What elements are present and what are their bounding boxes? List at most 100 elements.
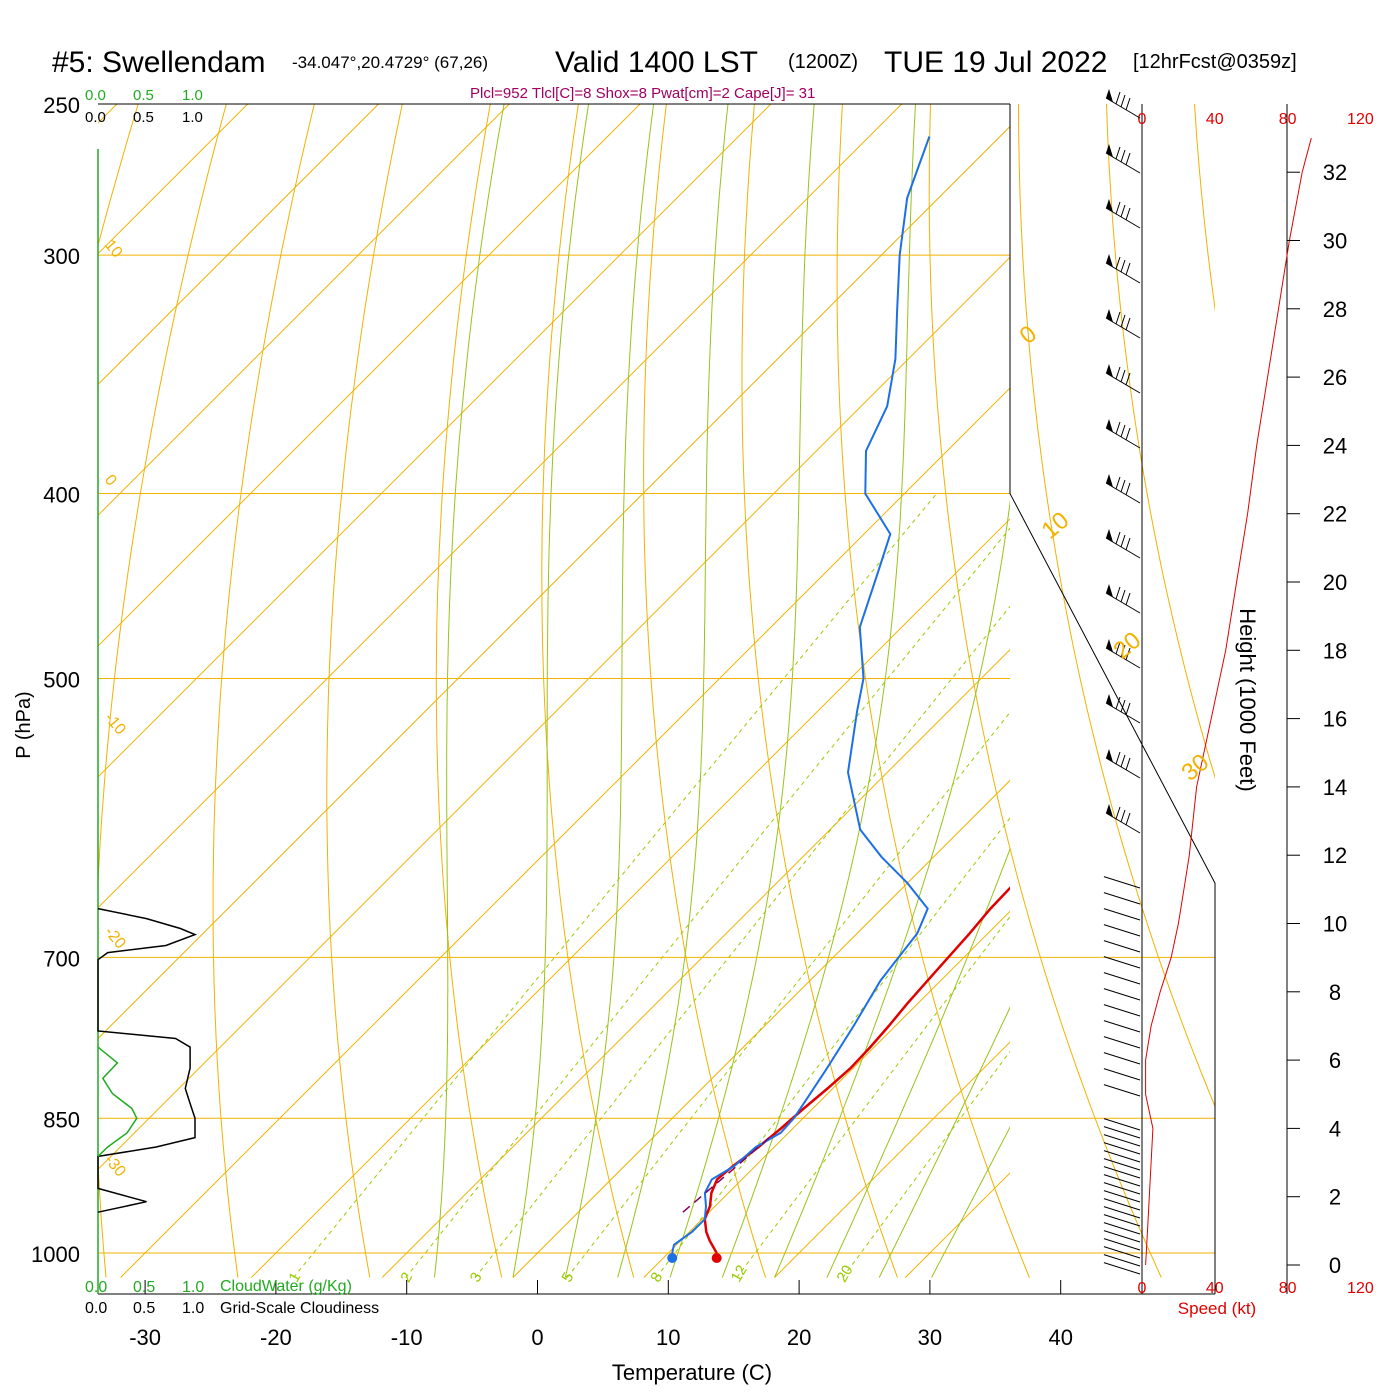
- height-tick-label: 8: [1329, 980, 1341, 1005]
- bottom-legend-green-tick: 1.0: [182, 1279, 204, 1296]
- moist-adiabat-line: [669, 104, 815, 1278]
- height-tick-label: 28: [1323, 297, 1347, 322]
- bottom-legend-black-tick: 0.0: [85, 1300, 107, 1317]
- bottom-legend-green-tick: 0.0: [85, 1279, 107, 1296]
- wind-barb: [1103, 1068, 1141, 1081]
- mixing-ratio-label: 12: [728, 1262, 751, 1285]
- wind-barb: [1103, 1118, 1141, 1131]
- wind-barb: [1103, 1150, 1141, 1163]
- wind-barb: [1105, 144, 1141, 174]
- utc-time: (1200Z): [788, 51, 858, 73]
- bottom-legend-black-tick: 1.0: [182, 1300, 204, 1317]
- height-tick-label: 0: [1329, 1253, 1341, 1278]
- moist-adiabat-line: [434, 104, 505, 1278]
- speed-tick-top: 120: [1347, 111, 1374, 128]
- top-scale-black-label: 1.0: [182, 109, 203, 126]
- wind-barb: [1103, 1126, 1141, 1139]
- mixing-ratio-label: 5: [559, 1270, 578, 1286]
- height-tick-label: 10: [1323, 912, 1347, 937]
- wind-barb: [1105, 474, 1141, 504]
- cloud-water-line: [97, 1046, 138, 1157]
- wind-barb: [1105, 89, 1141, 119]
- dry-adiabat-label: 0: [1015, 320, 1043, 349]
- wind-barb: [1105, 309, 1141, 339]
- wind-barb: [1103, 1166, 1141, 1179]
- dry-adiabat-line: [836, 104, 1030, 1278]
- station-coords: -34.047°,20.4729° (67,26): [292, 53, 488, 72]
- surface-dewpoint-dot: [667, 1253, 678, 1263]
- isotherm-line: [905, 1172, 1010, 1278]
- height-tick-label: 32: [1323, 160, 1347, 185]
- wind-barb: [1103, 1254, 1141, 1267]
- dry-adiabat-label: 20: [1109, 627, 1147, 665]
- x-axis-title: Temperature (C): [612, 1360, 772, 1385]
- wind-barb: [1103, 1238, 1141, 1251]
- height-tick-label: 6: [1329, 1048, 1341, 1073]
- temperature-tick-label: -10: [391, 1325, 423, 1350]
- mixing-ratio-line: [655, 817, 1010, 1278]
- temperature-tick-label: 40: [1048, 1325, 1072, 1350]
- wind-barb: [1105, 364, 1141, 394]
- pressure-tick-label: 1000: [31, 1242, 80, 1267]
- dry-adiabat-line: [435, 104, 503, 1278]
- isotherm-line: [98, 256, 1010, 1171]
- mixing-ratio-lines: 1 2 3 5 8 12 20: [285, 493, 1010, 1286]
- top-scale-black-label: 0.5: [133, 109, 154, 126]
- speed-tick-bottom: 0: [1138, 1280, 1147, 1297]
- wind-barb: [1103, 1084, 1141, 1097]
- wind-barb: [1103, 1158, 1141, 1171]
- wind-barb: [1103, 1198, 1141, 1211]
- height-tick-label: 18: [1323, 638, 1347, 663]
- wind-barb: [1105, 584, 1141, 614]
- height-tick-label: 30: [1323, 229, 1347, 254]
- moist-adiabat-line: [878, 1006, 1010, 1278]
- dry-adiabat-line: [1194, 104, 1215, 313]
- valid-date: TUE 19 Jul 2022: [884, 46, 1107, 79]
- wind-barb: [1105, 804, 1141, 834]
- mixing-ratio-line: [405, 527, 1010, 1278]
- isotherm-line: [98, 104, 510, 517]
- height-axis-title: Height (1000 Feet): [1235, 608, 1260, 791]
- height-tick-label: 14: [1323, 775, 1347, 800]
- height-tick-label: 16: [1323, 707, 1347, 732]
- speed-tick-top: 40: [1206, 111, 1224, 128]
- height-tick-label: 20: [1323, 570, 1347, 595]
- moist-adiabat-line: [721, 104, 916, 1278]
- pressure-tick-label: 850: [43, 1107, 80, 1132]
- wind-barb: [1103, 1036, 1141, 1049]
- wind-barb: [1103, 972, 1141, 985]
- wind-barb: [1103, 1182, 1141, 1195]
- cloudwater-legend-label: CloudWater (g/Kg): [220, 1278, 352, 1295]
- moist-adiabat-line: [617, 104, 729, 1278]
- dewpoint-line: [671, 136, 931, 1254]
- wind-barb: [1103, 1246, 1141, 1259]
- mixing-ratio-label: 3: [467, 1270, 486, 1286]
- speed-tick-top: 0: [1138, 111, 1147, 128]
- wind-barb: [1105, 529, 1141, 559]
- pressure-tick-label: 300: [43, 244, 80, 269]
- top-scale-black-label: 0.0: [85, 109, 106, 126]
- speed-tick-bottom: 120: [1347, 1280, 1374, 1297]
- speed-axis-title: Speed (kt): [1178, 1299, 1256, 1318]
- surface-temperature-dot: [711, 1253, 722, 1263]
- wind-barb: [1103, 1004, 1141, 1017]
- dry-adiabat-line: [1106, 104, 1215, 779]
- wind-barb: [1103, 1052, 1141, 1065]
- pressure-tick-label: 700: [43, 946, 80, 971]
- frame-right: [1009, 104, 1216, 1294]
- wind-barb: [1103, 1134, 1141, 1147]
- wind-barb: [1103, 956, 1141, 969]
- wind-barb: [1103, 988, 1141, 1001]
- height-tick-label: 12: [1323, 843, 1347, 868]
- wind-barb: [1105, 419, 1141, 449]
- isotherm-line: [98, 104, 641, 647]
- wind-barb: [1103, 1142, 1141, 1155]
- wind-barb: [1105, 694, 1141, 724]
- station-title: #5: Swellendam: [52, 46, 265, 79]
- temperature-tick-label: 20: [787, 1325, 811, 1350]
- chart-frame: [97, 103, 1216, 1295]
- wind-panel: 0040408080120120024681012141618202224262…: [1103, 89, 1374, 1297]
